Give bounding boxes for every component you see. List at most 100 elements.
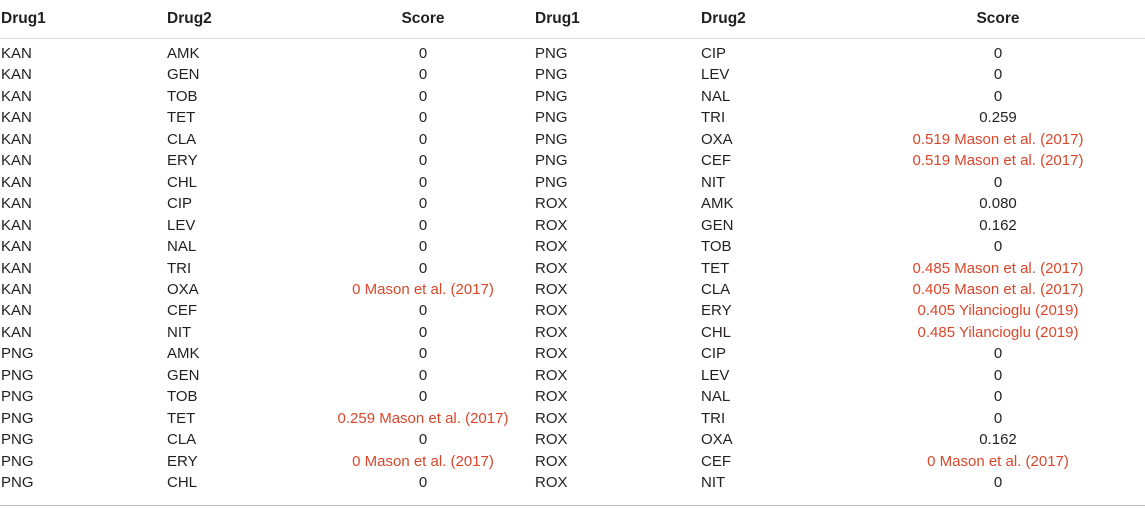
cell-drug1-left: KAN	[1, 323, 32, 341]
cell-score-left: 0	[418, 259, 428, 277]
table-row: PNG TOB 0 ROX NAL 0	[0, 386, 1145, 407]
cell-drug1-left: KAN	[1, 216, 32, 234]
cell-score-left: 0	[418, 474, 428, 492]
cell-drug1-left: KAN	[1, 66, 32, 84]
cell-score-right: 0	[993, 66, 1003, 84]
cell-drug1-left: PNG	[1, 388, 34, 406]
table-row: PNG CHL 0 ROX NIT 0	[0, 472, 1145, 496]
cell-drug2-left: GEN	[167, 366, 200, 384]
cell-score-right: 0 Mason et al. (2017)	[927, 452, 1069, 470]
cell-drug2-left: CLA	[167, 130, 197, 148]
header-row: Drug1 Drug2 Score Drug1 Drug2 Score	[0, 0, 1145, 39]
cell-drug1-right: ROX	[535, 238, 568, 256]
table-row: KAN NAL 0 ROX TOB 0	[0, 236, 1145, 257]
cell-score-left: 0	[418, 66, 428, 84]
drug-pair-score-table: Drug1 Drug2 Score Drug1 Drug2 Score KAN A…	[0, 0, 1145, 497]
cell-score-left: 0	[418, 152, 428, 170]
cell-score-right: 0.519 Mason et al. (2017)	[912, 152, 1084, 170]
cell-score-left: 0	[418, 216, 428, 234]
cell-drug1-right: PNG	[535, 130, 568, 148]
table-row: KAN GEN 0 PNG LEV 0	[0, 64, 1145, 85]
cell-score-left: 0	[418, 109, 428, 127]
cell-drug1-left: KAN	[1, 302, 32, 320]
cell-score-left: 0	[418, 323, 428, 341]
header-drug1-right: Drug1	[529, 0, 701, 39]
cell-score-right: 0	[993, 173, 1003, 191]
cell-drug1-left: PNG	[1, 452, 34, 470]
cell-drug2-right: CHL	[701, 323, 732, 341]
table-row: KAN TET 0 PNG TRI 0.259	[0, 107, 1145, 128]
cell-drug1-left: KAN	[1, 109, 32, 127]
cell-drug2-right: TRI	[701, 409, 726, 427]
cell-score-right: 0	[993, 409, 1003, 427]
table-row: PNG GEN 0 ROX LEV 0	[0, 365, 1145, 386]
cell-drug1-right: PNG	[535, 109, 568, 127]
cell-score-left: 0.259 Mason et al. (2017)	[337, 409, 509, 427]
header-drug1-left: Drug1	[0, 0, 167, 39]
cell-score-right: 0	[993, 87, 1003, 105]
cell-drug2-left: CHL	[167, 474, 198, 492]
cell-drug1-left: PNG	[1, 345, 34, 363]
cell-score-left: 0	[418, 302, 428, 320]
cell-drug2-left: TRI	[167, 259, 192, 277]
cell-drug2-right: TRI	[701, 109, 726, 127]
cell-score-left: 0	[418, 388, 428, 406]
cell-drug1-right: PNG	[535, 152, 568, 170]
cell-drug1-right: ROX	[535, 302, 568, 320]
cell-drug1-right: ROX	[535, 388, 568, 406]
cell-drug1-right: ROX	[535, 323, 568, 341]
cell-drug2-right: AMK	[701, 195, 734, 213]
cell-drug2-left: AMK	[167, 345, 200, 363]
cell-drug1-left: PNG	[1, 474, 34, 492]
cell-drug1-left: KAN	[1, 45, 32, 62]
table-row: PNG AMK 0 ROX CIP 0	[0, 343, 1145, 364]
cell-score-left: 0	[418, 45, 428, 62]
cell-drug2-right: NIT	[701, 474, 726, 492]
cell-score-right: 0.405 Mason et al. (2017)	[912, 280, 1084, 298]
cell-score-right: 0	[993, 388, 1003, 406]
cell-drug2-right: CIP	[701, 345, 727, 363]
cell-drug2-right: ERY	[701, 302, 732, 320]
cell-score-right: 0	[993, 366, 1003, 384]
cell-drug1-left: KAN	[1, 195, 32, 213]
table-row: KAN TOB 0 PNG NAL 0	[0, 86, 1145, 107]
cell-drug1-right: ROX	[535, 366, 568, 384]
cell-score-right: 0.519 Mason et al. (2017)	[912, 130, 1084, 148]
cell-score-left: 0 Mason et al. (2017)	[352, 280, 494, 298]
table-row: KAN LEV 0 ROX GEN 0.162	[0, 215, 1145, 236]
cell-score-right: 0.080	[979, 195, 1017, 213]
cell-drug1-left: PNG	[1, 409, 34, 427]
cell-drug2-left: CEF	[167, 302, 197, 320]
cell-drug1-right: ROX	[535, 474, 568, 492]
table-row: KAN ERY 0 PNG CEF 0.519 Mason et al. (2017)	[0, 150, 1145, 171]
cell-drug1-right: ROX	[535, 195, 568, 213]
cell-score-right: 0.485 Mason et al. (2017)	[912, 259, 1084, 277]
cell-score-right: 0.162	[979, 431, 1017, 449]
cell-drug2-left: CHL	[167, 173, 198, 191]
cell-drug2-left: TOB	[167, 388, 198, 406]
cell-drug1-left: KAN	[1, 130, 32, 148]
cell-drug2-right: CEF	[701, 452, 731, 470]
cell-score-left: 0	[418, 238, 428, 256]
cell-drug1-left: PNG	[1, 366, 34, 384]
cell-score-right: 0	[993, 345, 1003, 363]
cell-score-right: 0	[993, 238, 1003, 256]
table-header: Drug1 Drug2 Score Drug1 Drug2 Score	[0, 0, 1145, 39]
table-bottom-rule	[0, 505, 1145, 506]
cell-drug1-left: PNG	[1, 431, 34, 449]
cell-drug1-right: ROX	[535, 216, 568, 234]
cell-score-left: 0	[418, 130, 428, 148]
cell-drug2-left: LEV	[167, 216, 196, 234]
cell-score-right: 0.162	[979, 216, 1017, 234]
cell-score-right: 0.405 Yilancioglu (2019)	[917, 302, 1079, 320]
cell-score-left: 0	[418, 366, 428, 384]
cell-drug2-left: TET	[167, 409, 196, 427]
header-drug2-right: Drug2	[701, 0, 851, 39]
cell-drug2-right: CEF	[701, 152, 731, 170]
table-body: KAN AMK 0 PNG CIP 0 KAN GEN 0 PNG LEV 0 KAN TOB 0 PNG NA…	[0, 39, 1145, 497]
cell-drug2-right: OXA	[701, 130, 733, 148]
cell-drug1-right: PNG	[535, 87, 568, 105]
cell-score-right: 0.485 Yilancioglu (2019)	[917, 323, 1079, 341]
cell-drug2-left: GEN	[167, 66, 200, 84]
